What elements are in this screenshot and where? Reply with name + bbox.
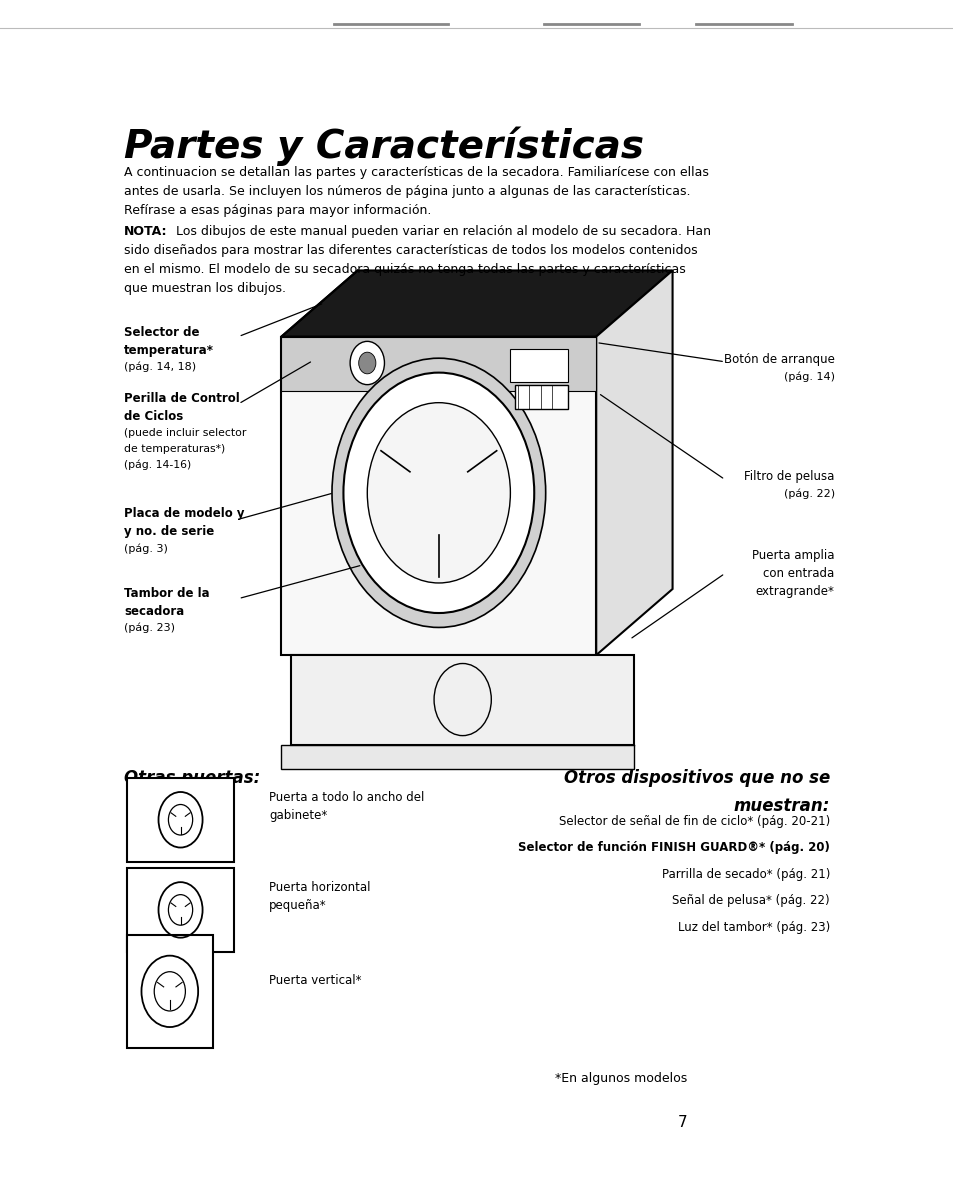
Text: *En algunos modelos: *En algunos modelos [554, 1072, 686, 1085]
Circle shape [350, 341, 384, 385]
Text: (pág. 14, 18): (pág. 14, 18) [124, 362, 196, 373]
Text: (pág. 23): (pág. 23) [124, 623, 174, 633]
Polygon shape [281, 337, 596, 655]
Polygon shape [281, 745, 634, 769]
Bar [281, 337, 596, 391]
Circle shape [358, 352, 375, 374]
Circle shape [367, 403, 510, 583]
Bar [127, 868, 233, 952]
Polygon shape [281, 270, 672, 337]
Text: secadora: secadora [124, 605, 184, 618]
Text: Puerta a todo lo ancho del: Puerta a todo lo ancho del [269, 791, 424, 804]
Bar [515, 385, 567, 409]
Text: con entrada: con entrada [762, 567, 834, 581]
Bar [510, 349, 567, 382]
Text: 7: 7 [677, 1115, 686, 1130]
Text: temperatura*: temperatura* [124, 344, 213, 357]
Circle shape [332, 358, 545, 627]
Text: Selector de señal de fin de ciclo* (pág. 20-21): Selector de señal de fin de ciclo* (pág.… [558, 815, 829, 828]
Text: Botón de arranque: Botón de arranque [723, 353, 834, 367]
Text: Filtro de pelusa: Filtro de pelusa [743, 470, 834, 483]
Text: Placa de modelo y: Placa de modelo y [124, 507, 244, 520]
Text: (pág. 22): (pág. 22) [782, 488, 834, 499]
Text: muestran:: muestran: [733, 797, 829, 815]
Bar [127, 935, 213, 1048]
Text: que muestran los dibujos.: que muestran los dibujos. [124, 282, 286, 296]
Text: en el mismo. El modelo de su secadora quizás no tenga todas las partes y caracte: en el mismo. El modelo de su secadora qu… [124, 263, 685, 276]
Circle shape [343, 373, 534, 613]
Text: Puerta amplia: Puerta amplia [752, 549, 834, 563]
Text: Perilla de Control: Perilla de Control [124, 392, 239, 405]
Text: y no. de serie: y no. de serie [124, 525, 214, 538]
Text: sido diseñados para mostrar las diferentes características de todos los modelos : sido diseñados para mostrar las diferent… [124, 244, 697, 257]
Text: Selector de: Selector de [124, 326, 199, 339]
Text: de Ciclos: de Ciclos [124, 410, 183, 423]
Polygon shape [596, 270, 672, 655]
Text: A continuacion se detallan las partes y características de la secadora. Familiar: A continuacion se detallan las partes y … [124, 166, 708, 179]
Text: Otras puertas:: Otras puertas: [124, 769, 260, 787]
Text: Puerta horizontal: Puerta horizontal [269, 881, 370, 894]
Text: antes de usarla. Se incluyen los números de página junto a algunas de las caract: antes de usarla. Se incluyen los números… [124, 185, 690, 198]
Text: Selector de función FINISH GUARD®* (pág. 20): Selector de función FINISH GUARD®* (pág.… [517, 841, 829, 855]
Text: (pág. 14): (pág. 14) [783, 371, 834, 382]
Bar [127, 778, 233, 862]
Text: Luz del tambor* (pág. 23): Luz del tambor* (pág. 23) [677, 921, 829, 934]
Text: extragrande*: extragrande* [755, 585, 834, 599]
Polygon shape [291, 655, 634, 745]
Text: Refírase a esas páginas para mayor información.: Refírase a esas páginas para mayor infor… [124, 204, 431, 218]
Text: de temperaturas*): de temperaturas*) [124, 444, 225, 453]
Text: (pág. 3): (pág. 3) [124, 543, 168, 554]
Text: Los dibujos de este manual pueden variar en relación al modelo de su secadora. H: Los dibujos de este manual pueden variar… [172, 225, 710, 238]
Text: Puerta vertical*: Puerta vertical* [269, 974, 361, 987]
Text: (pág. 14-16): (pág. 14-16) [124, 459, 191, 470]
Text: pequeña*: pequeña* [269, 899, 326, 912]
Text: (puede incluir selector: (puede incluir selector [124, 428, 246, 438]
Text: Otros dispositivos que no se: Otros dispositivos que no se [563, 769, 829, 787]
Text: Parrilla de secado* (pág. 21): Parrilla de secado* (pág. 21) [661, 868, 829, 881]
Text: NOTA:: NOTA: [124, 225, 168, 238]
Text: Señal de pelusa* (pág. 22): Señal de pelusa* (pág. 22) [672, 894, 829, 908]
Text: Partes y Características: Partes y Características [124, 126, 643, 166]
Text: gabinete*: gabinete* [269, 809, 327, 822]
Text: Tambor de la: Tambor de la [124, 587, 210, 600]
